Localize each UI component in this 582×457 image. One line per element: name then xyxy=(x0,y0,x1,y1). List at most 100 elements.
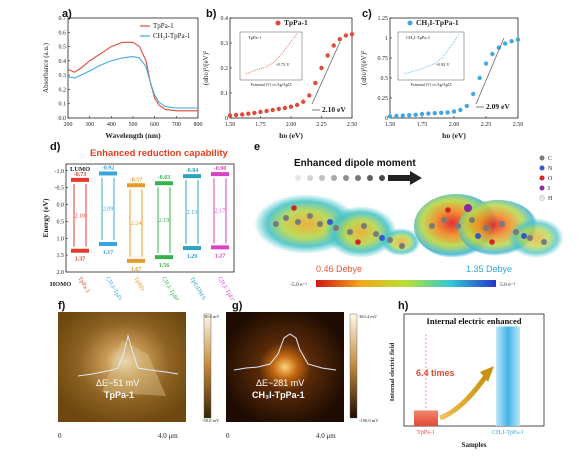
tauc-xtick-label: 1.75 xyxy=(417,122,428,128)
scale-max: 5.0 e⁻² xyxy=(500,282,516,288)
gap-value: 2.17 xyxy=(215,209,226,215)
el-i: I xyxy=(548,186,550,192)
dipole-right: 1.35 Debye xyxy=(466,264,512,274)
a-xtick-label: 200 xyxy=(64,122,73,128)
afm-image-g: ΔE~281 mV CH₃I-TpPa-1 363.4 mV -196.0 mV… xyxy=(226,312,379,440)
h-category-label: TpPa-1 xyxy=(417,430,435,436)
tauc-point xyxy=(496,45,501,50)
lumo-bar xyxy=(183,174,201,179)
legend-tppa1-a: TpPa-1 xyxy=(153,22,174,30)
inset-xlabel-b: Potential (V) vs.Ag/AgCl xyxy=(251,82,293,87)
material-name: TpBD xyxy=(132,276,145,293)
inset-note-b: -0.73 V xyxy=(276,62,290,67)
panel-f-label: f) xyxy=(58,300,66,312)
f-scale-bottom: -50.0 mV xyxy=(202,418,220,423)
homo-bar xyxy=(183,246,201,251)
tauc-ytick-label: 0.2 xyxy=(221,66,229,72)
tauc-point xyxy=(394,113,399,119)
tauc-xtick-label: 2.50 xyxy=(513,122,524,128)
molecule-left xyxy=(254,194,421,258)
d-ytick-label: 1.0 xyxy=(57,236,65,242)
a-ytick-label: 0.7 xyxy=(59,16,67,22)
lumo-value: -0.90 xyxy=(214,166,227,172)
bandgap-c: 2.09 eV xyxy=(486,102,510,111)
lumo-bar xyxy=(155,181,173,186)
material-name: CH₃I-TpEtDMA xyxy=(216,276,240,300)
d-ytick-label: -1.0 xyxy=(55,169,65,175)
h-title: Internal electric enhanced xyxy=(427,316,522,326)
g-sample: CH₃I-TpPa-1 xyxy=(252,390,305,400)
h-category-label: CH₃I-TpPa-1 xyxy=(492,430,524,436)
homo-bar xyxy=(211,245,229,250)
tauc-xtick-label: 2.00 xyxy=(286,122,297,128)
tauc-ytick-label: 0 xyxy=(225,116,228,122)
bandgap-b: 2.10 eV xyxy=(322,105,346,114)
gap-value: 2.13 xyxy=(187,210,198,216)
homo-value: 1.27 xyxy=(215,253,226,259)
tauc-xtick-label: 2.25 xyxy=(481,122,492,128)
panel-a-label: a) xyxy=(62,8,72,20)
tauc-point xyxy=(464,103,469,109)
tauc-point xyxy=(313,80,318,86)
lumo-bar xyxy=(127,183,145,188)
homo-value: 1.56 xyxy=(159,263,170,269)
g-scale-bottom: -196.0 mV xyxy=(359,418,379,423)
tauc-ytick-label: 0.5 xyxy=(381,76,389,82)
inset-note-c: -0.92 V xyxy=(436,62,450,67)
tauc-point xyxy=(471,91,476,97)
tauc-ytick-label: 0.75 xyxy=(378,56,389,62)
lumo-bar xyxy=(99,171,117,176)
a-xtick-label: 500 xyxy=(129,122,138,128)
gap-value: 2.19 xyxy=(159,218,170,224)
a-xtick-label: 700 xyxy=(172,122,181,128)
tauc-point xyxy=(246,111,251,116)
homo-bar xyxy=(155,255,173,260)
tauc-point xyxy=(509,39,514,44)
g-axis-end: 4.0 μm xyxy=(316,432,336,440)
homo-value: 1.17 xyxy=(103,250,114,256)
a-ytick-label: 0.2 xyxy=(59,87,67,93)
f-annotation: ΔE~51 mV xyxy=(96,378,139,388)
legend-c: CH₃I-TpPa-1 xyxy=(416,18,459,27)
tauc-point xyxy=(439,110,444,116)
tauc-xtick-label: 2.50 xyxy=(347,122,358,128)
tauc-point xyxy=(307,93,312,98)
d-ylabel: Energy (eV) xyxy=(41,198,50,237)
tauc-point xyxy=(503,41,508,46)
d-ytick-label: 0.0 xyxy=(57,203,65,209)
a-ytick-label: 0.6 xyxy=(59,30,67,36)
h-ylabel: Internal electric field xyxy=(389,342,396,401)
inset-legend-c: CH₃I-TpPa-1 xyxy=(406,35,430,40)
material-name: TpPa-1 xyxy=(76,276,90,294)
a-ytick-label: 0.0 xyxy=(59,116,67,122)
panel-c-label: c) xyxy=(362,8,372,20)
material-name: CH₃I-TpPa-1 xyxy=(104,276,125,300)
tauc-point xyxy=(288,104,294,109)
a-ytick-label: 0.5 xyxy=(59,45,67,51)
tauc-ytick-label: 0.4 xyxy=(221,16,229,22)
tauc-ytick-label: 1 xyxy=(385,36,388,42)
tauc-point xyxy=(233,112,239,118)
tauc-point xyxy=(276,106,281,112)
tauc-point xyxy=(301,99,306,104)
tauc-point xyxy=(337,37,342,42)
d-ytick-label: -0.5 xyxy=(55,186,65,192)
gap-value: 2.10 xyxy=(75,213,86,219)
tauc-point xyxy=(477,75,482,81)
el-n: N xyxy=(548,166,553,172)
homo-bar xyxy=(127,258,145,263)
f-scale-top: 50.0 mV xyxy=(204,314,221,319)
panel-a-chart: 0.0 0.1 0.2 0.3 0.4 0.5 0.6 0.7 200 300 400 500 600… xyxy=(42,16,203,140)
element-legend: C N O I H xyxy=(539,155,553,202)
el-h: H xyxy=(548,196,553,202)
panel-b-label: b) xyxy=(206,8,217,20)
e-title: Enhanced dipole moment xyxy=(294,158,416,169)
panel-d-chart: LUMO HOMO -1.0 -0.5 0.0 0.5 1.0 1.5 2.0 -0.73 2… xyxy=(41,163,240,300)
a-ylabel: Absorbance (a.u.) xyxy=(42,42,50,93)
dipole-left: 0.46 Debye xyxy=(316,264,362,274)
lumo-value: -0.73 xyxy=(74,172,87,178)
tauc-point xyxy=(282,105,288,111)
tauc-point xyxy=(240,112,245,117)
gap-value: 2.24 xyxy=(131,221,142,227)
tauc-ytick-label: 0.1 xyxy=(221,91,229,97)
